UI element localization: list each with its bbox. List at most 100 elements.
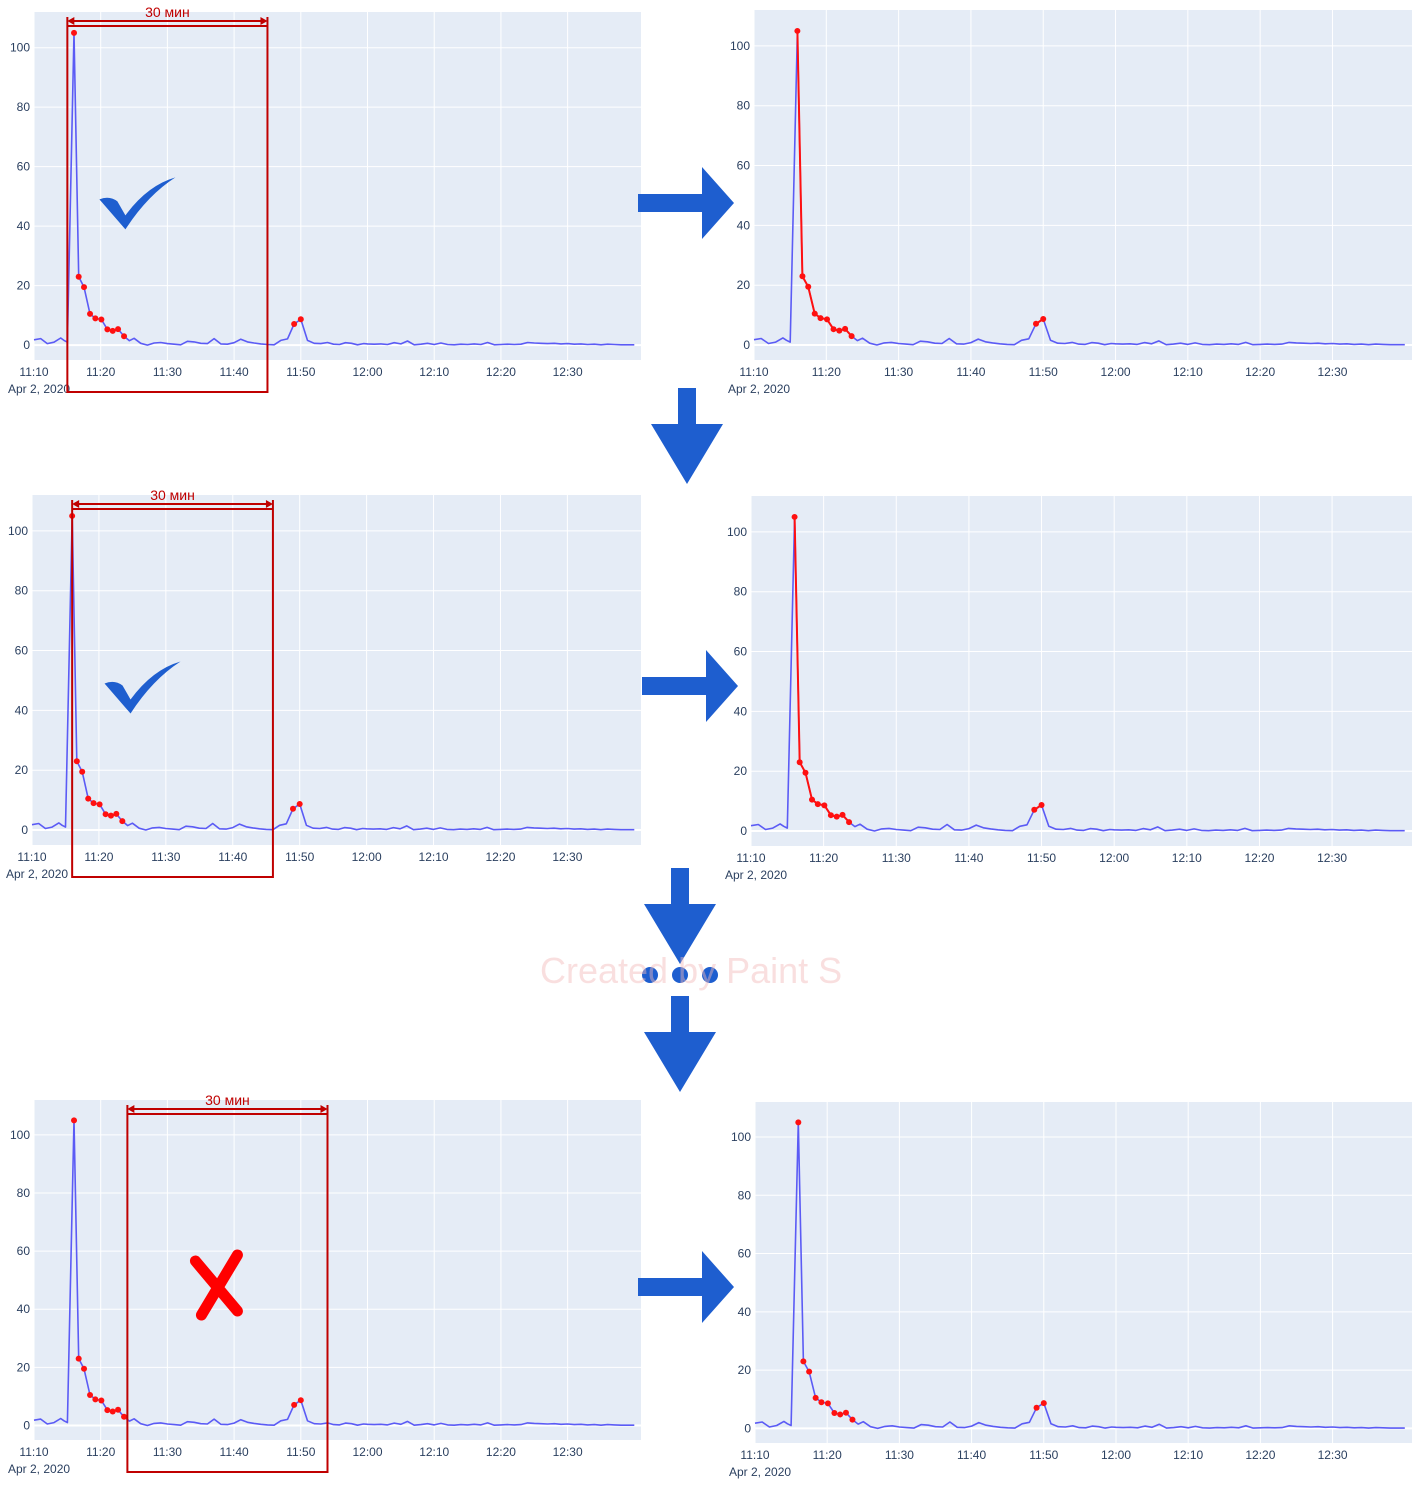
x-tick-label: 12:20 — [1245, 1448, 1275, 1462]
x-tick-label: 11:10 — [19, 1445, 48, 1459]
y-tick-label: 80 — [17, 100, 31, 114]
data-point — [115, 326, 122, 333]
series-line — [31, 515, 635, 831]
x-tick-label: 12:10 — [419, 365, 449, 379]
chart-panel-row1-right: 0 20 40 60 80 100 11:10 11:20 11:30 11:40 11:50 12:… — [728, 10, 1412, 396]
x-tick-label: 11:30 — [885, 1448, 914, 1462]
plot-background — [34, 1100, 641, 1440]
data-point — [831, 1409, 838, 1416]
data-point — [827, 812, 834, 819]
chart-panel-row3-right: 0 20 40 60 80 100 11:10 11:20 11:30 11:40 11:50 12:… — [729, 1102, 1412, 1479]
x-tick-label: 11:20 — [86, 1445, 115, 1459]
x-date-label: Apr 2, 2020 — [8, 1462, 70, 1476]
y-tick-label: 80 — [737, 99, 751, 113]
x-tick-label: 11:30 — [153, 365, 182, 379]
x-tick-label: 12:30 — [552, 850, 582, 864]
data-point — [1033, 320, 1039, 327]
x-tick-label: 11:50 — [286, 1445, 315, 1459]
x-tick-label: 11:30 — [882, 851, 911, 865]
y-tick-label: 40 — [17, 219, 31, 233]
data-point — [290, 805, 296, 812]
arrowhead-right — [320, 1105, 328, 1113]
y-tick-label: 0 — [743, 338, 750, 352]
window-box — [126, 1113, 329, 1473]
data-point — [846, 819, 853, 826]
data-point — [811, 310, 818, 317]
x-tick-label: 12:00 — [1101, 365, 1131, 379]
data-point — [79, 768, 86, 775]
x-tick-label: 11:50 — [1029, 365, 1058, 379]
data-point — [109, 327, 116, 334]
data-point — [799, 273, 806, 280]
y-tick-label: 100 — [727, 525, 747, 539]
y-tick-label: 60 — [17, 160, 31, 174]
data-point — [800, 1358, 807, 1365]
x-tick-label: 11:30 — [151, 850, 180, 864]
data-point — [87, 1391, 94, 1398]
data-point — [794, 27, 801, 34]
x-tick-label: 11:10 — [740, 1448, 769, 1462]
data-point — [92, 1396, 99, 1403]
y-tick-label: 20 — [737, 278, 751, 292]
data-point — [71, 1117, 78, 1124]
x-tick-label: 11:50 — [1027, 851, 1056, 865]
data-point — [824, 1400, 831, 1407]
ellipsis-dot — [702, 967, 718, 983]
data-point — [809, 796, 816, 803]
arrowhead-left — [72, 500, 80, 508]
arrow-down-icon — [651, 388, 723, 484]
x-tick-label: 11:40 — [954, 851, 983, 865]
plot-background — [751, 496, 1412, 846]
y-tick-label: 40 — [17, 1302, 31, 1316]
y-tick-label: 100 — [730, 39, 750, 53]
data-point — [87, 310, 94, 317]
x-tick-label: 12:20 — [485, 850, 515, 864]
y-tick-label: 100 — [731, 1130, 751, 1144]
x-tick-label: 12:10 — [1173, 365, 1203, 379]
y-tick-label: 60 — [738, 1247, 752, 1261]
x-tick-label: 11:10 — [17, 850, 46, 864]
y-tick-label: 60 — [737, 159, 751, 173]
y-tick-label: 40 — [738, 1305, 752, 1319]
x-tick-label: 11:20 — [813, 1448, 842, 1462]
data-point — [836, 327, 843, 334]
y-tick-label: 40 — [15, 703, 29, 717]
x-tick-label: 12:00 — [353, 1445, 383, 1459]
data-point — [296, 801, 303, 808]
chart-panel-row3-left: 0 20 40 60 80 100 11:10 11:20 11:30 11:40 11:50 12:… — [8, 1092, 641, 1476]
arrow-right-icon — [638, 1251, 734, 1323]
data-point — [849, 1416, 856, 1423]
data-point — [802, 769, 809, 776]
x-tick-label: 12:00 — [1099, 851, 1129, 865]
x-tick-label: 11:30 — [884, 365, 913, 379]
plot-background — [32, 495, 641, 845]
y-tick-label: 0 — [21, 823, 28, 837]
data-point — [291, 321, 298, 328]
data-point — [821, 802, 828, 809]
y-tick-label: 100 — [10, 1128, 30, 1142]
y-tick-label: 20 — [15, 763, 29, 777]
data-point — [1031, 806, 1038, 813]
data-point — [824, 316, 831, 323]
x-tick-label: 12:10 — [419, 1445, 449, 1459]
data-point — [817, 315, 824, 322]
data-point — [1040, 316, 1047, 323]
x-date-label: Apr 2, 2020 — [725, 868, 787, 882]
arrow-down-icon — [644, 996, 716, 1092]
data-point — [102, 811, 109, 818]
data-point — [818, 1399, 825, 1406]
y-tick-label: 80 — [17, 1186, 31, 1200]
data-point — [71, 29, 78, 36]
y-tick-label: 80 — [738, 1188, 752, 1202]
y-tick-label: 60 — [734, 645, 748, 659]
x-tick-label: 11:20 — [84, 850, 113, 864]
y-tick-label: 0 — [740, 824, 747, 838]
y-tick-label: 60 — [17, 1244, 31, 1258]
x-tick-label: 12:00 — [1101, 1448, 1131, 1462]
y-tick-label: 0 — [744, 1421, 751, 1435]
y-tick-label: 60 — [15, 644, 29, 658]
window-box — [71, 508, 274, 878]
window-label: 30 мин — [205, 1092, 250, 1108]
data-point — [839, 811, 846, 818]
data-point — [85, 795, 92, 802]
